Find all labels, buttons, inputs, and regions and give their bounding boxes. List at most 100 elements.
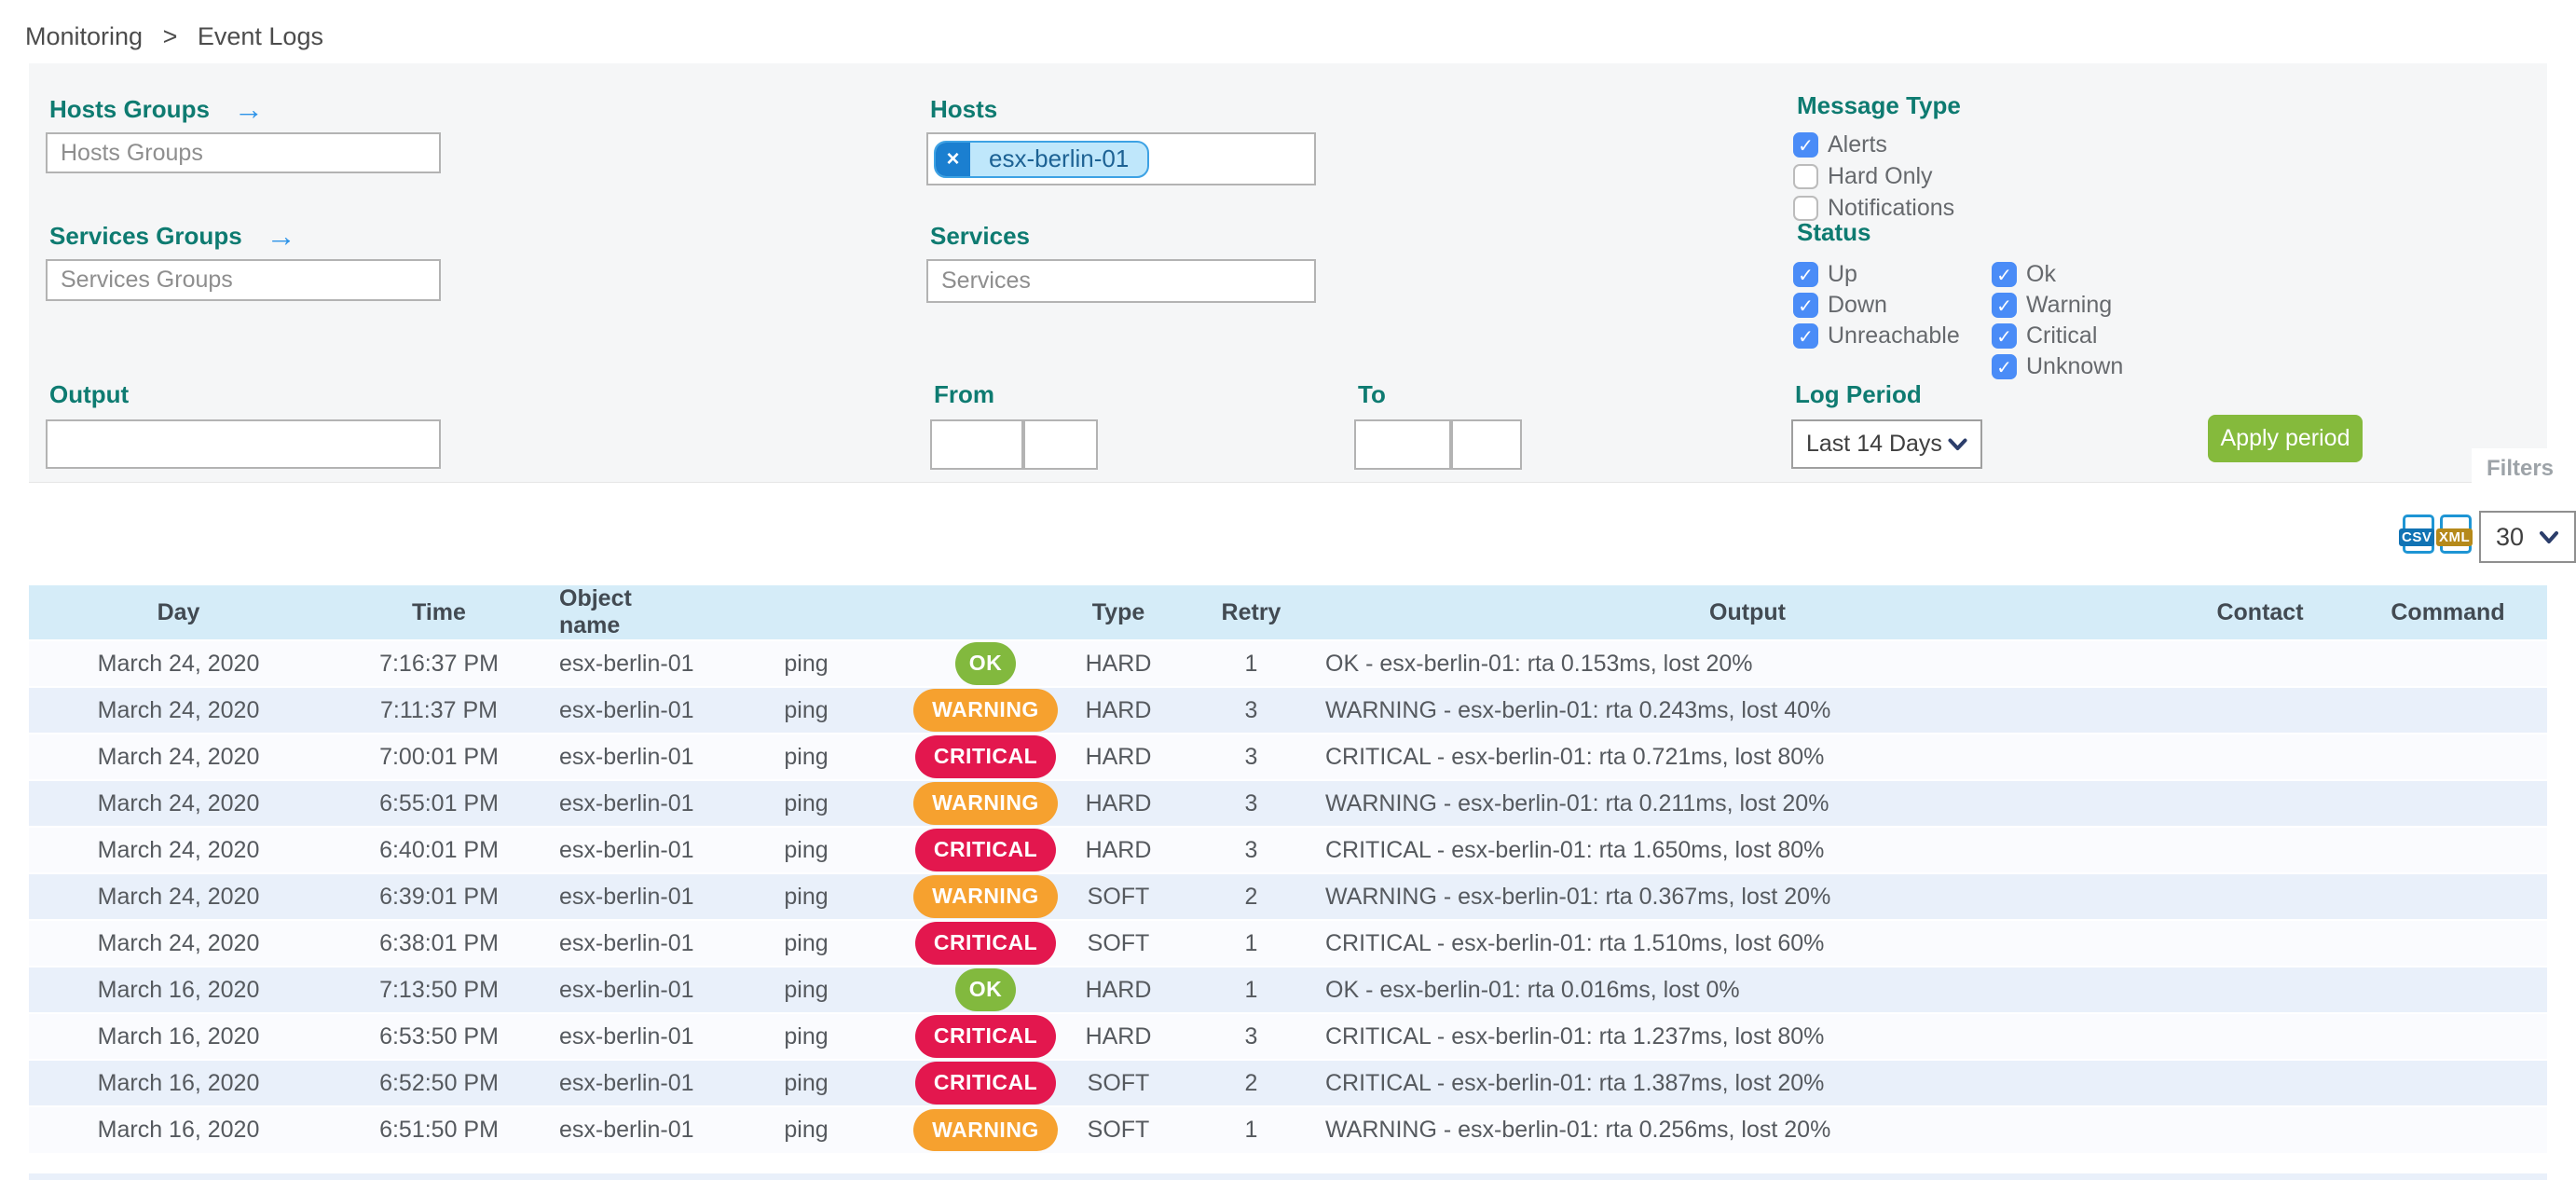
from-date-input[interactable] (930, 419, 1023, 470)
cell-command (2349, 1059, 2547, 1106)
cell-service: ping (699, 1059, 913, 1106)
notifications-checkbox[interactable] (1793, 196, 1818, 221)
filters-tab[interactable]: Filters (2472, 448, 2569, 488)
status-badge: WARNING (913, 782, 1058, 825)
critical-checkbox-label: Critical (2026, 322, 2098, 349)
cell-status: WARNING (913, 779, 1058, 827)
from-time-input[interactable] (1023, 419, 1098, 470)
hosts-groups-input[interactable] (46, 132, 441, 173)
unknown-checkbox[interactable] (1992, 354, 2017, 379)
export-csv-icon[interactable]: CSV (2399, 515, 2435, 554)
status-badge: WARNING (913, 1108, 1058, 1152)
cell-status: OK (913, 966, 1058, 1013)
breadcrumb-event-logs[interactable]: Event Logs (197, 22, 323, 50)
hosts-filter: Hosts × esx-berlin-01 (926, 95, 1316, 185)
checkbox-row-alerts[interactable]: Alerts (1793, 131, 1961, 158)
services-groups-label: Services Groups (49, 221, 242, 250)
cell-object-name: esx-berlin-01 (550, 966, 699, 1013)
cell-time: 6:52:50 PM (328, 1059, 550, 1106)
cell-command (2349, 1105, 2547, 1153)
output-filter: Output (46, 380, 441, 469)
ok-checkbox-label: Ok (2026, 261, 2056, 287)
hosts-groups-link-arrow-icon[interactable]: → (233, 92, 264, 126)
host-tag-label: esx-berlin-01 (989, 144, 1130, 172)
event-log-table: Day Time Object name Type Retry Output C… (29, 585, 2547, 1153)
cell-command (2349, 826, 2547, 873)
cell-service: ping (699, 826, 913, 873)
cell-day: March 16, 2020 (29, 966, 328, 1013)
cell-service: ping (699, 686, 913, 734)
to-time-input[interactable] (1451, 419, 1522, 470)
to-date-input[interactable] (1354, 419, 1451, 470)
status-label: Status (1797, 217, 1871, 246)
checkbox-row-warning[interactable]: Warning (1992, 292, 2123, 319)
output-label: Output (49, 379, 130, 408)
checkbox-row-hard-only[interactable]: Hard Only (1793, 163, 1961, 190)
cell-status: WARNING (913, 872, 1058, 920)
output-input[interactable] (46, 419, 441, 469)
cell-retry: 3 (1179, 686, 1323, 734)
export-xml-icon[interactable]: XML (2436, 515, 2473, 554)
remove-host-tag-icon[interactable]: × (936, 142, 970, 176)
cell-day: March 16, 2020 (29, 1059, 328, 1106)
checkbox-row-unknown[interactable]: Unknown (1992, 353, 2123, 380)
cell-contact (2172, 826, 2349, 873)
hosts-groups-filter: Hosts Groups → (46, 92, 441, 173)
export-toolbar: CSV XML 30 (2399, 511, 2576, 563)
cell-retry: 1 (1179, 639, 1323, 687)
cell-state-type: SOFT (1058, 1059, 1179, 1106)
cell-object-name: esx-berlin-01 (550, 733, 699, 780)
services-groups-link-arrow-icon[interactable]: → (266, 219, 296, 253)
hard-only-checkbox[interactable] (1793, 164, 1818, 189)
breadcrumb: Monitoring > Event Logs (25, 22, 323, 51)
cell-output: CRITICAL - esx-berlin-01: rta 1.387ms, l… (1323, 1059, 2172, 1106)
cell-state-type: HARD (1058, 1012, 1179, 1060)
apply-period-button[interactable]: Apply period (2208, 415, 2363, 462)
cell-object-name: esx-berlin-01 (550, 1059, 699, 1106)
alerts-checkbox[interactable] (1793, 132, 1818, 158)
checkbox-row-ok[interactable]: Ok (1992, 261, 2123, 288)
cell-retry: 1 (1179, 966, 1323, 1013)
page-size-select[interactable]: 30 (2479, 511, 2576, 563)
cell-contact (2172, 639, 2349, 687)
breadcrumb-monitoring[interactable]: Monitoring (25, 22, 144, 50)
checkbox-row-critical[interactable]: Critical (1992, 322, 2123, 350)
checkbox-row-down[interactable]: Down (1793, 292, 1992, 319)
chevron-down-icon (1948, 438, 1967, 450)
cell-service: ping (699, 1012, 913, 1060)
checkbox-row-up[interactable]: Up (1793, 261, 1992, 288)
cell-time: 7:16:37 PM (328, 639, 550, 687)
cell-command (2349, 966, 2547, 1013)
services-filter: Services (926, 222, 1316, 303)
cell-object-name: esx-berlin-01 (550, 872, 699, 920)
col-header-status (913, 585, 1058, 640)
partial-next-row (29, 1173, 2547, 1180)
unreachable-checkbox[interactable] (1793, 323, 1818, 349)
cell-time: 6:53:50 PM (328, 1012, 550, 1060)
cell-retry: 1 (1179, 1105, 1323, 1153)
cell-time: 7:13:50 PM (328, 966, 550, 1013)
cell-output: OK - esx-berlin-01: rta 0.153ms, lost 20… (1323, 639, 2172, 687)
col-header-type: Type (1058, 585, 1179, 640)
checkbox-row-unreachable[interactable]: Unreachable (1793, 322, 1992, 350)
cell-command (2349, 779, 2547, 827)
up-checkbox[interactable] (1793, 262, 1818, 287)
cell-service: ping (699, 733, 913, 780)
checkbox-row-notifications[interactable]: Notifications (1793, 195, 1961, 222)
warning-checkbox[interactable] (1992, 293, 2017, 318)
status-badge: WARNING (913, 875, 1058, 918)
critical-checkbox[interactable] (1992, 323, 2017, 349)
chevron-down-icon (2540, 530, 2558, 543)
services-input[interactable] (926, 259, 1316, 303)
cell-retry: 3 (1179, 779, 1323, 827)
alerts-checkbox-label: Alerts (1828, 131, 1887, 158)
cell-status: CRITICAL (913, 919, 1058, 967)
cell-day: March 16, 2020 (29, 1012, 328, 1060)
down-checkbox[interactable] (1793, 293, 1818, 318)
hosts-input[interactable]: × esx-berlin-01 (926, 132, 1316, 185)
hard-only-checkbox-label: Hard Only (1828, 163, 1933, 189)
cell-retry: 2 (1179, 1059, 1323, 1106)
ok-checkbox[interactable] (1992, 262, 2017, 287)
log-period-select[interactable]: Last 14 Days (1791, 419, 1982, 469)
services-groups-input[interactable] (46, 259, 441, 301)
